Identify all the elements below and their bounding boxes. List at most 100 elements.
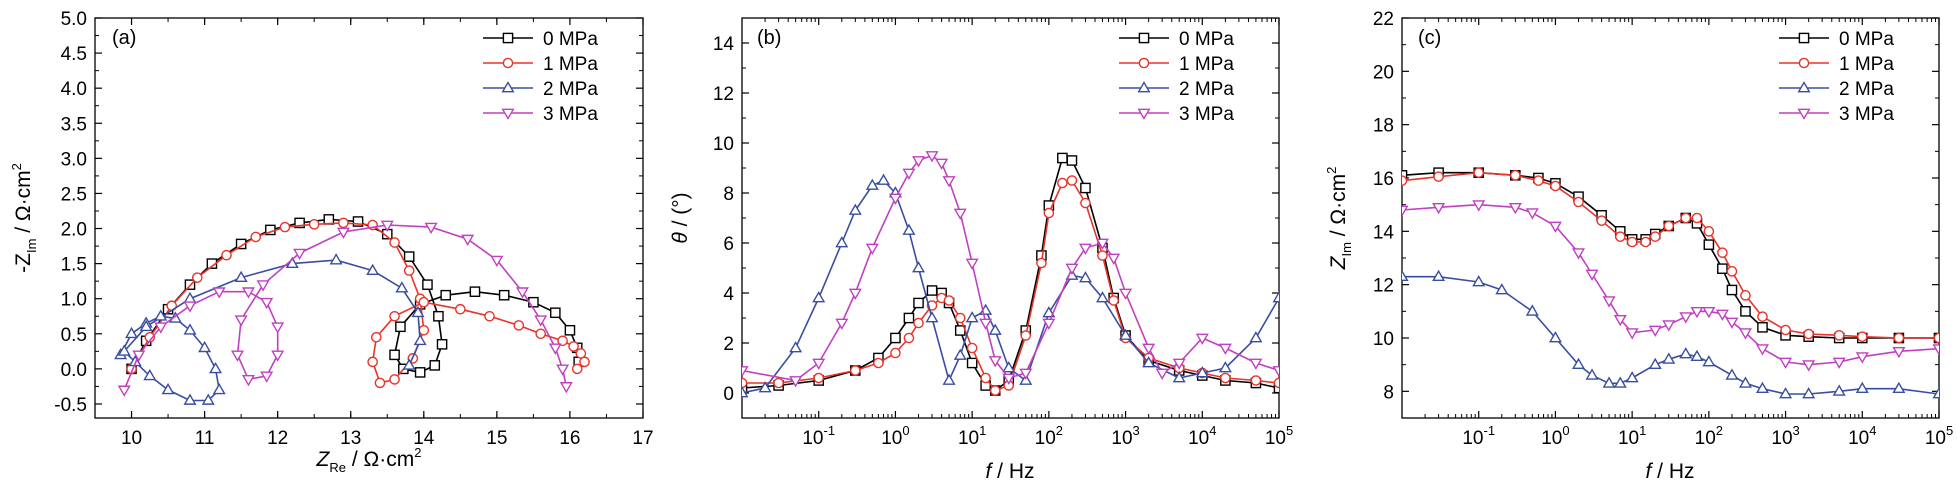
data-point [979,318,993,330]
data-point [1402,205,1409,217]
data-point [1738,328,1752,340]
series-1-mpa [1402,167,1939,344]
data-point [1585,269,1599,281]
data-point [403,251,415,262]
data-point [1548,331,1562,343]
x-tick-label: 105 [1925,423,1953,449]
y-tick-label: 22 [1373,9,1394,30]
x-axis-ticks: 10 11 12 13 14 15 16 17 [94,18,654,449]
data-point [1725,317,1739,329]
legend-label: 1 MPa [543,54,598,75]
x-tick-label: 100 [1541,423,1569,449]
series-2-mpa [114,253,427,405]
data-point [501,81,515,93]
x-axis-ticks: 10-1 100 101 102 103 104 105 [1424,18,1953,449]
legend-label: 1 MPa [1839,54,1894,75]
data-point [440,289,452,301]
data-point [812,291,826,303]
data-point [773,377,784,389]
legend-item: 1 MPa [1119,54,1234,75]
data-point [271,322,285,334]
x-tick-label: 10-1 [1462,423,1495,449]
data-point [502,32,514,44]
data-point [1679,347,1693,359]
data-point [559,382,573,394]
data-point [943,295,955,306]
data-point [888,193,902,205]
data-point [1107,253,1121,265]
data-point [1272,366,1279,378]
data-point [850,365,861,376]
data-point [1932,387,1939,399]
data-point [966,357,978,369]
data-point [250,231,262,243]
data-point [1095,291,1109,303]
series-0-mpa [1402,167,1939,344]
data-point [1057,177,1068,189]
data-point [926,285,938,296]
data-point [117,344,131,356]
data-point [323,214,335,225]
panel-b: 10-1 100 101 102 103 104 105 0 2 4 6 8 10 12 14 (b) f… [669,17,1293,483]
data-point [1893,332,1905,344]
data-point [902,168,916,180]
data-point [395,321,406,333]
data-point [1020,330,1032,341]
data-point [1525,208,1539,220]
data-point [965,258,979,270]
data-point [954,312,966,324]
data-point [1702,355,1716,367]
data-point [548,343,562,355]
legend-label: 3 MPa [1179,104,1234,125]
data-point [1138,57,1150,69]
data-point [1272,291,1279,303]
data-point [848,203,862,215]
data-point [209,361,223,374]
data-point [579,356,590,368]
data-point [230,350,244,362]
data-point [742,366,749,378]
x-tick-label: 105 [1265,423,1293,449]
data-point [1933,332,1939,344]
data-point [1036,257,1047,269]
data-point [1002,361,1016,373]
data-point [501,108,515,120]
data-point [1726,284,1738,296]
data-point [1548,221,1562,233]
data-point [1717,247,1728,258]
data-point [1740,306,1751,317]
data-point [1525,304,1539,316]
data-point [402,358,416,370]
y-tick-label: 4.0 [61,79,87,100]
x-tick-label: 17 [632,428,653,449]
data-point [1585,368,1599,380]
legend-label: 2 MPa [543,79,598,100]
data-point [1078,243,1092,255]
legend-item: 2 MPa [1119,79,1234,100]
data-point [1757,322,1768,333]
data-point [1797,81,1811,93]
data-point [1172,358,1186,370]
data-point [1172,371,1186,383]
data-point [515,287,529,299]
series-3-mpa [742,151,1279,388]
series-layer [1402,167,1939,399]
legend-label: 0 MPa [1179,29,1234,50]
data-point [1218,361,1232,373]
y-tick-label: 6 [723,234,734,255]
data-point [1717,263,1728,274]
series-2-mpa [1402,269,1939,399]
data-point [1002,373,1016,385]
data-point [1432,202,1446,215]
data-point [212,287,226,299]
x-tick-label: 15 [486,428,507,449]
data-point [1080,182,1091,194]
data-point [1142,343,1156,355]
y-axis-ticks: 8 10 12 14 16 18 20 22 [1373,9,1939,403]
series-line [130,222,586,384]
data-point [424,222,438,235]
data-point [1495,283,1509,295]
data-point [865,243,879,255]
data-point [366,263,380,276]
data-point [1856,331,1868,342]
